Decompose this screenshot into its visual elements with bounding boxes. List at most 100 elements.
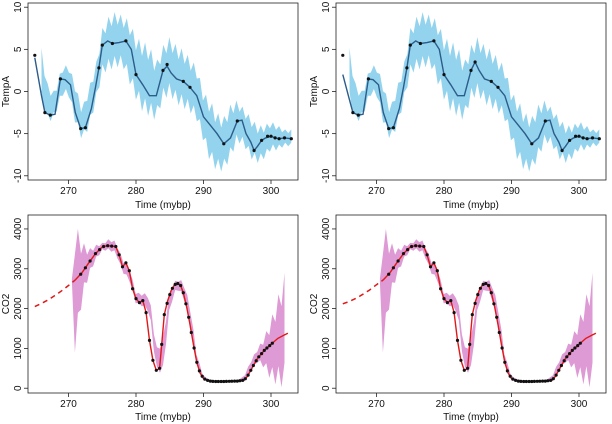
data-point (124, 39, 128, 43)
data-point (165, 62, 169, 67)
data-point (181, 291, 185, 295)
data-point (97, 66, 101, 70)
data-point (590, 136, 595, 140)
data-point (260, 138, 264, 142)
data-point (184, 302, 188, 306)
data-point (189, 330, 193, 335)
data-point (597, 137, 601, 141)
data-point (487, 283, 491, 288)
x-tick-label: 290 (195, 186, 212, 197)
data-point (114, 244, 118, 249)
y-axis-label: CO2 (309, 293, 320, 314)
data-point (269, 134, 273, 138)
data-point (496, 85, 500, 89)
y-tick-label: -5 (13, 129, 24, 138)
data-point (449, 299, 453, 303)
y-tick-label: -5 (321, 129, 332, 138)
data-point (410, 244, 414, 249)
data-point (206, 378, 210, 382)
data-point (266, 134, 270, 138)
data-point (265, 346, 269, 350)
data-point (442, 73, 446, 77)
data-point (260, 352, 264, 356)
y-tick-label: 3000 (13, 257, 24, 280)
data-point (161, 68, 165, 72)
data-point (432, 261, 436, 265)
data-point (396, 259, 400, 263)
data-point (387, 272, 391, 276)
data-point (170, 286, 174, 290)
y-tick-label: 0 (321, 385, 332, 391)
data-point (562, 359, 566, 363)
data-point (500, 346, 504, 350)
data-point (418, 41, 422, 46)
dashed-series-line (34, 279, 76, 308)
data-point (131, 287, 135, 291)
data-point (442, 297, 446, 301)
data-point (270, 341, 274, 345)
x-tick-label: 290 (195, 399, 212, 410)
data-point (230, 379, 234, 383)
data-point (543, 119, 547, 123)
uncertainty-band (349, 12, 600, 172)
data-point (546, 379, 550, 383)
data-point (211, 379, 215, 383)
data-point (435, 269, 439, 273)
data-point (251, 363, 255, 368)
data-point (249, 368, 253, 372)
y-tick-label: 5 (13, 46, 24, 52)
data-point (168, 293, 172, 297)
co2-marks (342, 228, 597, 388)
data-point (98, 248, 102, 252)
data-point (88, 259, 92, 263)
y-axis-label: TempA (309, 76, 320, 107)
data-point (192, 346, 196, 350)
temp-panel-left: 270 280 290 300 -10 -5 0 5 10 TempA Time (mybp) (1, 1, 299, 211)
data-point (134, 297, 138, 301)
data-point (495, 315, 499, 319)
data-point (469, 68, 473, 72)
data-point (476, 293, 480, 297)
data-point (527, 379, 531, 384)
x-tick-label: 270 (60, 186, 77, 197)
data-point (222, 379, 226, 384)
data-point (522, 379, 526, 384)
data-point (405, 66, 409, 70)
data-point (48, 113, 52, 117)
data-point (554, 373, 558, 377)
plot-frame (335, 214, 607, 394)
x-tick-label: 300 (263, 186, 280, 197)
data-point (83, 266, 87, 270)
data-point (147, 338, 152, 342)
data-point (93, 252, 98, 256)
temp-marks (33, 12, 293, 172)
data-point (573, 346, 577, 350)
data-point (195, 360, 199, 364)
data-point (289, 137, 293, 141)
axis-ticks: 270 280 290 300 -10 -5 0 5 10 (13, 1, 280, 197)
data-point (530, 379, 534, 384)
x-axis-label: Time (mybp) (443, 200, 499, 211)
data-point (418, 244, 422, 248)
data-point (524, 379, 528, 384)
data-point (492, 302, 496, 306)
data-point (222, 142, 226, 146)
data-point (425, 253, 429, 257)
y-axis-label: TempA (1, 76, 12, 107)
y-tick-label: 0 (13, 88, 24, 94)
x-tick-label: 270 (368, 399, 385, 410)
data-point (387, 127, 391, 131)
data-point (466, 366, 470, 370)
data-point (235, 119, 239, 123)
data-point (43, 111, 47, 115)
data-point (120, 265, 125, 269)
data-point (158, 366, 162, 370)
data-point (268, 344, 272, 348)
x-tick-label: 280 (128, 186, 145, 197)
data-point (532, 379, 537, 383)
data-point (503, 360, 507, 364)
temp-marks (341, 12, 601, 172)
y-tick-label: 1000 (321, 337, 332, 360)
data-point (151, 358, 155, 362)
